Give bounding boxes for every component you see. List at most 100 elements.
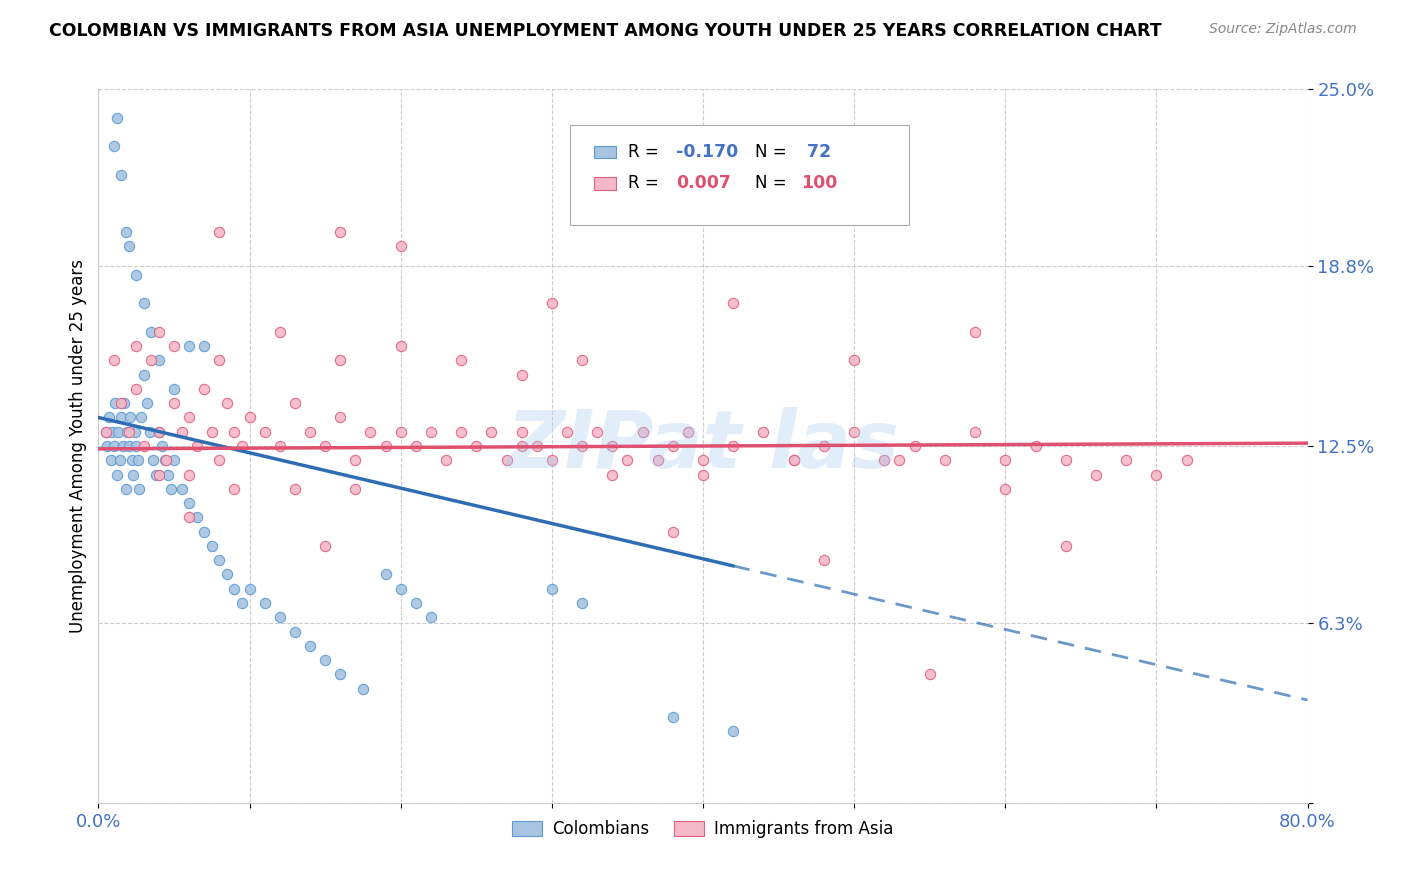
Point [284, 396, 307, 410]
Point [201, 425, 224, 439]
Point [405, 439, 427, 453]
Point [141, 353, 163, 368]
Point [329, 353, 352, 368]
Text: N =: N = [755, 143, 792, 161]
Point [156, 467, 179, 482]
Point [329, 667, 352, 681]
Point [344, 453, 367, 467]
Point [631, 425, 654, 439]
Point [148, 425, 170, 439]
Point [103, 439, 125, 453]
Point [844, 425, 866, 439]
Point [145, 467, 167, 482]
Point [269, 610, 291, 624]
Point [314, 653, 336, 667]
Point [269, 325, 291, 339]
Point [1175, 453, 1198, 467]
Point [284, 482, 307, 496]
Point [389, 582, 412, 596]
Point [586, 425, 609, 439]
Point [420, 425, 443, 439]
Point [103, 139, 125, 153]
Point [148, 425, 170, 439]
Point [208, 225, 231, 239]
Point [111, 439, 134, 453]
Point [389, 425, 412, 439]
Point [360, 425, 382, 439]
Point [163, 396, 186, 410]
Point [148, 353, 170, 368]
Point [783, 453, 806, 467]
Point [150, 439, 173, 453]
Point [104, 396, 127, 410]
Point [692, 467, 714, 482]
Text: ZIPat las: ZIPat las [506, 407, 900, 485]
Text: N =: N = [755, 175, 792, 193]
Point [540, 582, 562, 596]
Point [723, 724, 745, 739]
Point [215, 396, 238, 410]
Point [602, 467, 624, 482]
Point [132, 368, 155, 382]
Point [208, 553, 231, 567]
Point [269, 439, 291, 453]
Text: 72: 72 [801, 143, 831, 161]
Point [163, 339, 186, 353]
FancyBboxPatch shape [595, 145, 616, 159]
Point [647, 453, 669, 467]
Point [231, 596, 253, 610]
Point [107, 425, 129, 439]
Point [934, 453, 956, 467]
Point [120, 410, 142, 425]
Point [1144, 467, 1167, 482]
Point [389, 239, 412, 253]
Point [114, 225, 136, 239]
Point [904, 439, 927, 453]
Text: COLOMBIAN VS IMMIGRANTS FROM ASIA UNEMPLOYMENT AMONG YOUTH UNDER 25 YEARS CORREL: COLOMBIAN VS IMMIGRANTS FROM ASIA UNEMPL… [49, 22, 1161, 40]
Point [1024, 439, 1046, 453]
Point [153, 453, 176, 467]
Point [344, 482, 367, 496]
Point [540, 453, 562, 467]
Point [889, 453, 911, 467]
Point [112, 396, 135, 410]
Point [170, 425, 193, 439]
Text: 0.007: 0.007 [676, 175, 731, 193]
Point [495, 453, 517, 467]
Point [420, 610, 443, 624]
Point [450, 425, 472, 439]
Point [510, 368, 533, 382]
Point [224, 582, 246, 596]
Point [105, 467, 128, 482]
Point [314, 539, 336, 553]
Point [813, 553, 835, 567]
Point [253, 425, 276, 439]
Point [160, 482, 183, 496]
Point [571, 439, 593, 453]
Point [208, 453, 231, 467]
Point [110, 410, 132, 425]
Point [405, 596, 427, 610]
Point [374, 567, 396, 582]
Point [873, 453, 896, 467]
Point [510, 425, 533, 439]
Text: 100: 100 [801, 175, 838, 193]
Point [450, 353, 472, 368]
Point [239, 582, 262, 596]
Point [148, 467, 170, 482]
Point [115, 425, 138, 439]
Point [179, 496, 201, 510]
Point [94, 425, 117, 439]
Point [723, 439, 745, 453]
Point [1054, 539, 1077, 553]
Point [224, 425, 246, 439]
Point [193, 524, 215, 539]
Point [125, 439, 148, 453]
Point [1115, 453, 1137, 467]
Point [661, 439, 683, 453]
Point [128, 482, 150, 496]
Point [284, 624, 307, 639]
Point [163, 382, 186, 396]
Point [253, 596, 276, 610]
FancyBboxPatch shape [569, 125, 908, 225]
